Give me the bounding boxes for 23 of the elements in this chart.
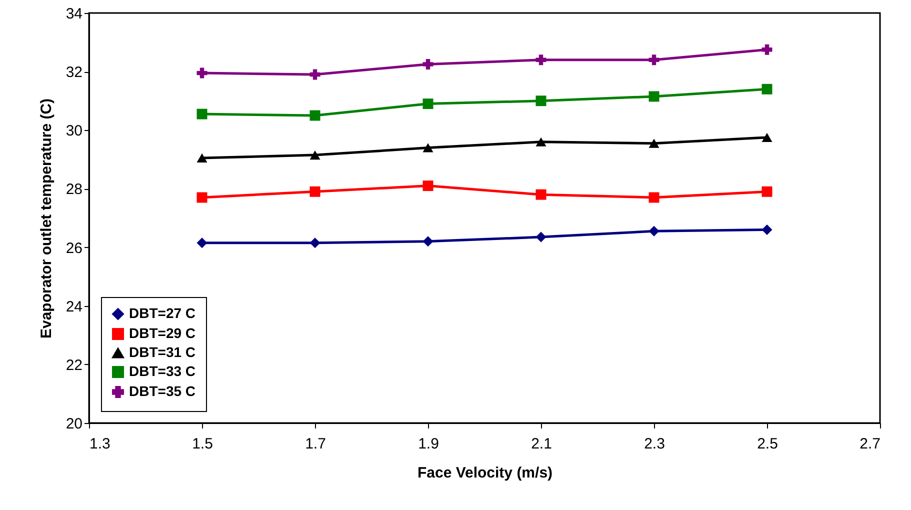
x-axis-title: Face Velocity (m/s) <box>417 464 553 482</box>
y-tick-label: 26 <box>66 240 82 257</box>
legend-label: DBT=35 C <box>129 383 196 399</box>
y-tick-label: 30 <box>66 122 82 140</box>
x-tick-label: 2.5 <box>757 436 778 452</box>
legend-label: DBT=29 C <box>129 325 196 341</box>
x-tick-label: 2.1 <box>531 436 552 452</box>
x-tick-label: 1.5 <box>192 436 213 452</box>
legend-label: DBT=31 C <box>129 344 196 360</box>
y-tick-label: 24 <box>66 298 82 316</box>
y-tick-label: 20 <box>66 416 82 432</box>
x-tick-label: 2.3 <box>644 436 665 452</box>
x-tick-label: 1.7 <box>305 436 326 452</box>
y-tick-label: 32 <box>66 64 82 82</box>
x-tick-label: 1.9 <box>418 436 439 452</box>
y-tick-label: 34 <box>66 6 82 22</box>
x-tick-label: 2.7 <box>860 436 880 452</box>
legend-label: DBT=27 C <box>129 305 196 321</box>
y-axis-title: Evaporator outlet temperature (C) <box>38 98 55 339</box>
y-tick-label: 22 <box>66 356 82 374</box>
legend-label: DBT=33 C <box>129 363 196 379</box>
x-tick-label: 1.3 <box>90 436 110 452</box>
y-tick-label: 28 <box>66 181 82 198</box>
